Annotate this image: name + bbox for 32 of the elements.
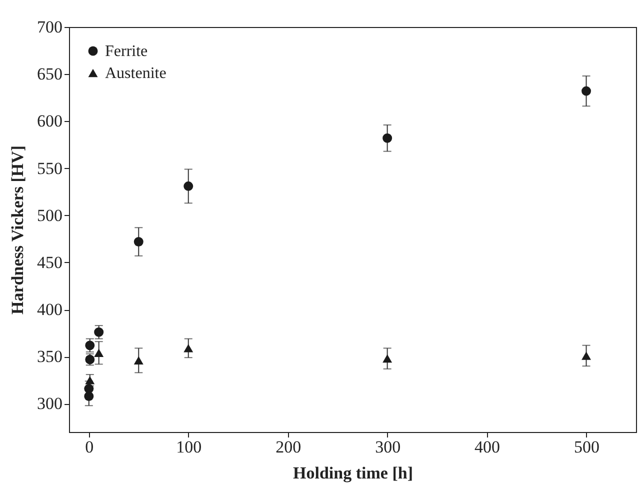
point xyxy=(84,384,94,394)
point xyxy=(94,327,104,337)
y-tick-label: 400 xyxy=(37,300,62,320)
x-axis-title: Holding time [h] xyxy=(293,464,413,482)
point xyxy=(84,391,94,401)
point xyxy=(582,86,592,96)
point xyxy=(184,181,194,191)
y-tick-label: 700 xyxy=(37,18,62,36)
y-tick-label: 550 xyxy=(37,158,62,178)
x-tick-label: 300 xyxy=(375,438,401,456)
point xyxy=(134,356,144,365)
y-tick-label: 600 xyxy=(37,112,62,131)
x-tick-label: 200 xyxy=(276,438,302,456)
y-tick-label: 350 xyxy=(37,347,62,366)
y-tick-label: 300 xyxy=(37,394,62,414)
point xyxy=(382,354,392,363)
point xyxy=(134,237,144,246)
y-tick-label: 450 xyxy=(37,252,62,272)
y-axis-title: Hardness Vickers [HV] xyxy=(8,145,27,315)
y-tick-label: 500 xyxy=(37,206,62,225)
x-tick-label: 100 xyxy=(176,438,202,456)
x-tick-label: 0 xyxy=(85,438,94,456)
legend-label: Ferrite xyxy=(105,43,148,60)
x-tick-label: 500 xyxy=(574,438,600,456)
point xyxy=(94,348,104,357)
point xyxy=(582,352,592,360)
legend-label: Austenite xyxy=(105,65,166,82)
y-tick-label: 650 xyxy=(37,64,62,84)
point xyxy=(382,133,392,143)
point xyxy=(85,340,95,350)
x-tick-label: 400 xyxy=(474,438,500,456)
point xyxy=(184,344,194,352)
